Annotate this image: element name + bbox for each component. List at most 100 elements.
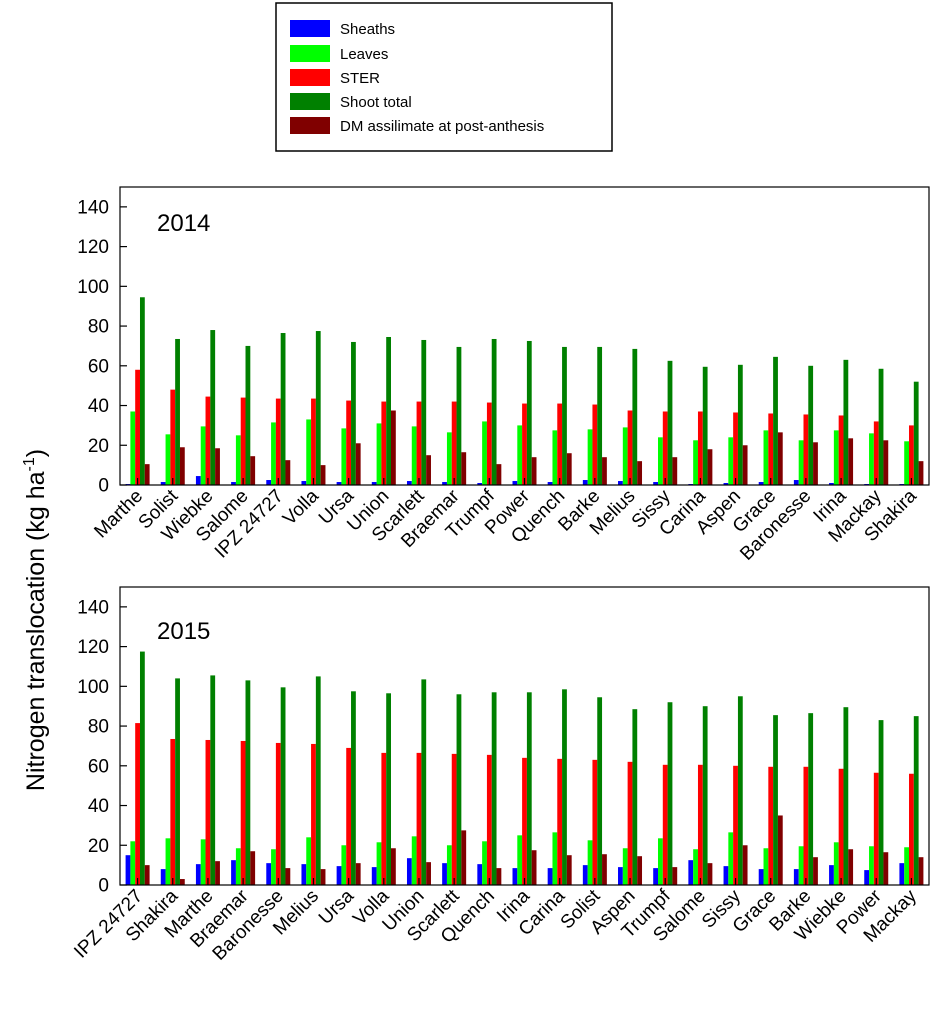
bar-2014-melius-ster	[627, 410, 633, 485]
bar-2014-barke-shoot-total	[597, 346, 603, 485]
y-axis-label: Nitrogen translocation (kg ha-1)	[21, 449, 50, 791]
bar-2014-scarlett-sheaths	[406, 481, 412, 485]
bar-2014-carina-leaves	[693, 440, 698, 485]
bar-2014-irina-dm-assilimate-at-post-anthesis	[848, 438, 854, 485]
bar-2014-barke-leaves	[587, 429, 593, 485]
bar-2015-grace-dm-assilimate-at-post-anthesis	[777, 815, 783, 885]
bar-2015-baronesse-ster	[275, 742, 281, 885]
bar-2015-shakira-shoot-total	[175, 678, 180, 885]
bar-2014-salome-shoot-total	[245, 345, 251, 485]
bar-2014-solist-leaves	[165, 434, 171, 485]
bar-2014-solist-ster	[170, 389, 176, 485]
bar-2015-power-leaves	[869, 846, 874, 885]
bar-2014-volla-leaves	[306, 419, 312, 485]
bar-2015-salome-leaves	[693, 849, 698, 885]
bar-2014-salome-leaves	[235, 435, 241, 485]
bar-2014-ursa-dm-assilimate-at-post-anthesis	[355, 443, 361, 485]
y-tick-label-2014-60: 60	[88, 356, 109, 377]
bar-2015-mackay-dm-assilimate-at-post-anthesis	[918, 857, 924, 885]
bar-2014-ipz-24727-ster	[275, 398, 281, 485]
panel-2014-title: 2014	[157, 210, 210, 237]
y-tick-label-2014-100: 100	[77, 277, 109, 298]
bar-2014-marthe-leaves	[130, 411, 136, 485]
bar-2015-scarlett-shoot-total	[456, 694, 462, 885]
bar-2015-union-leaves	[411, 836, 417, 885]
bar-2014-scarlett-dm-assilimate-at-post-anthesis	[426, 455, 431, 485]
panel-2015-y-axis: 0 20 40 60 80 100 120 140	[77, 597, 127, 897]
bar-2015-wiebke-ster	[838, 768, 844, 885]
panel-2014: 0 20 40 60 80 100 120 140 MartheSolistWiebkeSal…	[77, 186, 930, 565]
bar-2015-trumpf-sheaths	[653, 868, 658, 885]
bar-2014-melius-dm-assilimate-at-post-anthesis	[637, 461, 643, 485]
bar-2014-melius-leaves	[622, 427, 628, 485]
bar-2015-volla-shoot-total	[386, 693, 391, 885]
bar-2015-barke-shoot-total	[808, 713, 814, 885]
bar-2014-shakira-dm-assilimate-at-post-anthesis	[918, 461, 924, 485]
bar-2014-wiebke-sheaths	[195, 476, 201, 485]
bar-2015-melius-ster	[311, 743, 316, 885]
bar-2015-trumpf-leaves	[658, 838, 663, 885]
bar-2014-union-shoot-total	[386, 336, 391, 485]
bar-2014-melius-shoot-total	[632, 348, 638, 485]
bar-2015-quench-shoot-total	[491, 692, 497, 885]
bar-2015-volla-sheaths	[371, 867, 377, 885]
bar-2015-wiebke-leaves	[833, 842, 839, 885]
bar-2014-carina-shoot-total	[702, 366, 708, 485]
bar-2015-ipz-24727-leaves	[130, 841, 136, 885]
bar-2014-trumpf-leaves	[482, 421, 487, 485]
bar-2015-marthe-leaves	[200, 839, 206, 885]
bar-2014-shakira-leaves	[904, 441, 910, 485]
legend-label-ster: STER	[340, 70, 380, 87]
bar-2014-irina-leaves	[833, 430, 839, 485]
bar-2015-marthe-ster	[205, 739, 211, 885]
legend-swatch-ster	[290, 69, 330, 86]
bar-2014-shakira-ster	[909, 425, 914, 485]
bar-2015-marthe-sheaths	[195, 864, 201, 885]
bar-2015-shakira-leaves	[165, 838, 171, 885]
bar-2014-grace-sheaths	[758, 482, 764, 485]
bar-2015-sissy-leaves	[728, 832, 734, 885]
bar-2015-solist-shoot-total	[597, 697, 603, 885]
bar-2015-aspen-dm-assilimate-at-post-anthesis	[637, 856, 643, 885]
bar-2015-trumpf-shoot-total	[667, 702, 673, 885]
bar-2014-ipz-24727-leaves	[271, 422, 276, 485]
bar-2014-mackay-dm-assilimate-at-post-anthesis	[883, 440, 889, 485]
y-tick-label-2015-80: 80	[88, 717, 109, 738]
bar-2014-grace-shoot-total	[773, 356, 778, 485]
bar-2014-braemar-leaves	[446, 432, 452, 485]
bar-2014-baronesse-shoot-total	[808, 365, 814, 485]
bar-2014-wiebke-dm-assilimate-at-post-anthesis	[215, 448, 220, 485]
panel-2014-y-axis: 0 20 40 60 80 100 120 140	[77, 197, 127, 497]
bar-2015-trumpf-dm-assilimate-at-post-anthesis	[672, 867, 678, 885]
bar-2014-power-sheaths	[512, 481, 518, 485]
y-axis-label-main: Nitrogen translocation (kg ha	[22, 471, 50, 791]
bar-2015-braemar-shoot-total	[245, 680, 251, 885]
bar-2014-sissy-leaves	[658, 437, 663, 485]
bar-2014-melius-sheaths	[618, 481, 623, 485]
bar-2014-quench-sheaths	[547, 482, 553, 485]
bar-2015-braemar-sheaths	[231, 860, 236, 885]
bar-2015-salome-sheaths	[688, 860, 694, 885]
bar-2014-volla-dm-assilimate-at-post-anthesis	[320, 465, 326, 485]
bar-2014-braemar-sheaths	[442, 482, 447, 485]
bar-2015-melius-shoot-total	[315, 676, 321, 885]
bar-2014-aspen-leaves	[728, 437, 734, 485]
bar-2015-volla-leaves	[376, 842, 382, 885]
panel-2015-x-axis: IPZ 24727ShakiraMartheBraemarBaronesseMe…	[70, 878, 921, 965]
bar-2015-salome-shoot-total	[702, 706, 708, 885]
bar-2014-ipz-24727-shoot-total	[280, 333, 286, 485]
y-axis-label-close: )	[22, 449, 50, 457]
bar-2015-braemar-ster	[240, 740, 246, 885]
bar-2014-trumpf-shoot-total	[491, 338, 497, 485]
bar-2014-trumpf-dm-assilimate-at-post-anthesis	[496, 464, 502, 485]
bar-2015-solist-leaves	[587, 840, 593, 885]
bar-2015-baronesse-leaves	[271, 849, 276, 885]
bar-2015-irina-sheaths	[512, 868, 518, 885]
bar-2014-salome-ster	[240, 397, 246, 485]
bar-2014-grace-leaves	[763, 430, 769, 485]
y-tick-label-2014-80: 80	[88, 317, 109, 338]
bar-2014-quench-dm-assilimate-at-post-anthesis	[566, 453, 572, 485]
bar-2014-braemar-ster	[451, 401, 457, 485]
bar-2015-wiebke-shoot-total	[843, 707, 849, 885]
bar-2014-mackay-leaves	[869, 433, 874, 485]
